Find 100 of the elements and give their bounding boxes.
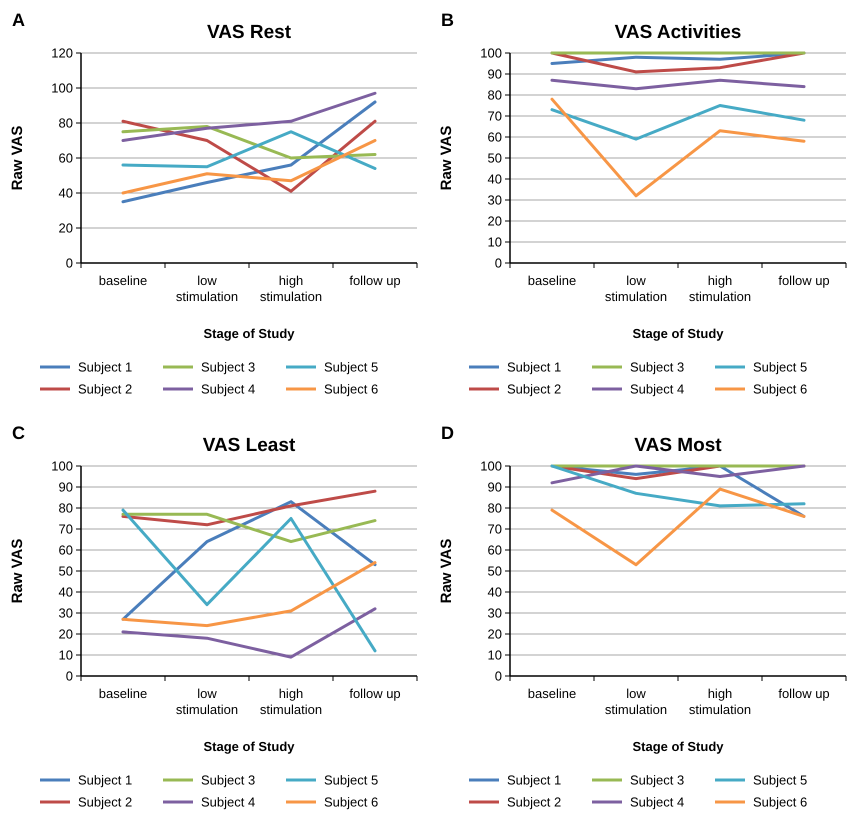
x-tick-label: baseline — [528, 273, 576, 288]
y-tick-label: 70 — [488, 522, 502, 537]
y-tick-label: 60 — [58, 150, 73, 166]
y-axis-title: Raw VAS — [9, 126, 26, 190]
x-axis-title: Stage of Study — [632, 739, 724, 754]
y-tick-label: 40 — [58, 584, 73, 600]
x-tick-label: baseline — [528, 686, 576, 701]
legend-label: Subject 1 — [78, 360, 132, 375]
legend-label: Subject 2 — [78, 382, 132, 397]
line-series — [122, 508, 376, 652]
line-series — [122, 561, 376, 628]
legend-label: Subject 5 — [324, 772, 378, 788]
x-axis-title: Stage of Study — [203, 739, 296, 754]
y-tick-label: 10 — [488, 234, 502, 250]
legend-label: Subject 5 — [753, 360, 808, 375]
legend-label: Subject 3 — [630, 772, 684, 788]
y-tick-label: 60 — [488, 542, 502, 558]
chart-title: VAS Rest — [206, 22, 292, 43]
y-axis-title: Raw VAS — [438, 126, 455, 190]
legend-label: Subject 5 — [324, 360, 378, 375]
text: B — [441, 10, 454, 30]
y-tick-label: 30 — [488, 192, 502, 208]
line-series — [122, 490, 376, 526]
y-tick-label: 30 — [58, 606, 73, 621]
legend-label: Subject 3 — [201, 772, 256, 788]
x-axis-title: Stage of Study — [203, 326, 296, 341]
legend-label: Subject 2 — [507, 382, 562, 397]
text: D — [441, 423, 454, 443]
chart-title: VAS Most — [634, 435, 722, 456]
x-tick-label: low stimulation — [604, 686, 668, 717]
line-series — [550, 488, 806, 566]
legend-label: Subject 1 — [507, 360, 562, 375]
line-series — [122, 607, 376, 659]
legend-label: Subject 6 — [324, 794, 378, 810]
line-series — [122, 100, 376, 204]
y-tick-label: 60 — [488, 130, 502, 145]
y-tick-label: 120 — [51, 46, 73, 61]
legend-label: Subject 2 — [78, 794, 132, 810]
y-tick-label: 0 — [66, 256, 73, 271]
x-tick-label: high stimulation — [688, 273, 752, 304]
legend-label: Subject 6 — [753, 794, 808, 810]
y-tick-label: 50 — [488, 564, 502, 579]
y-axis-title: Raw VAS — [438, 538, 455, 604]
y-tick-label: 100 — [51, 458, 73, 474]
y-tick-label: 20 — [58, 626, 73, 642]
y-tick-label: 80 — [488, 88, 502, 103]
line-series — [122, 125, 376, 160]
line-series — [550, 464, 806, 508]
legend-label: Subject 2 — [507, 794, 562, 810]
line-series — [122, 92, 376, 142]
y-tick-label: 100 — [480, 46, 502, 61]
text: C — [12, 423, 25, 443]
legend-label: Subject 1 — [507, 772, 562, 788]
legend-label: Subject 3 — [201, 360, 256, 375]
line-series — [122, 139, 376, 194]
x-tick-label: high stimulation — [260, 273, 322, 304]
legend-label: Subject 1 — [78, 772, 132, 788]
y-tick-label: 0 — [66, 668, 73, 684]
y-tick-label: 30 — [488, 606, 502, 621]
x-axis-title: Stage of Study — [632, 326, 724, 341]
chart-title: VAS Least — [202, 435, 296, 456]
y-tick-label: 0 — [494, 256, 502, 271]
legend-label: Subject 4 — [630, 382, 684, 397]
y-tick-label: 50 — [58, 564, 73, 579]
y-axis-title: Raw VAS — [9, 538, 26, 604]
legend-label: Subject 4 — [201, 382, 256, 397]
x-tick-label: baseline — [98, 686, 148, 701]
x-tick-label: low stimulation — [176, 686, 238, 717]
legend-label: Subject 6 — [753, 382, 808, 397]
text: A — [12, 10, 25, 30]
line-series — [550, 104, 806, 141]
y-tick-label: 100 — [51, 80, 73, 96]
y-tick-label: 90 — [58, 480, 73, 495]
x-tick-label: follow up — [778, 686, 830, 701]
y-tick-label: 20 — [488, 626, 502, 642]
chart-title: VAS Activities — [614, 22, 742, 43]
legend-label: Subject 4 — [201, 794, 256, 810]
x-tick-label: follow up — [778, 273, 830, 288]
legend-label: Subject 4 — [630, 794, 684, 810]
y-tick-label: 40 — [488, 584, 502, 600]
y-tick-label: 90 — [488, 480, 502, 495]
x-tick-label: high stimulation — [260, 686, 322, 717]
y-tick-label: 90 — [488, 66, 502, 82]
line-series — [122, 130, 376, 170]
y-tick-label: 100 — [480, 458, 502, 474]
y-tick-label: 20 — [488, 214, 502, 229]
line-series — [550, 98, 806, 198]
x-tick-label: low stimulation — [604, 273, 668, 304]
y-tick-label: 50 — [488, 150, 502, 166]
y-tick-label: 80 — [488, 500, 502, 516]
y-tick-label: 20 — [58, 220, 73, 236]
y-tick-label: 70 — [488, 108, 502, 124]
x-tick-label: low stimulation — [176, 273, 238, 304]
x-tick-label: baseline — [98, 273, 148, 288]
x-tick-label: follow up — [349, 273, 401, 288]
y-tick-label: 80 — [58, 116, 73, 131]
y-tick-label: 40 — [488, 172, 502, 187]
legend-label: Subject 3 — [630, 360, 684, 375]
y-tick-label: 80 — [58, 500, 73, 516]
y-tick-label: 10 — [488, 648, 502, 663]
